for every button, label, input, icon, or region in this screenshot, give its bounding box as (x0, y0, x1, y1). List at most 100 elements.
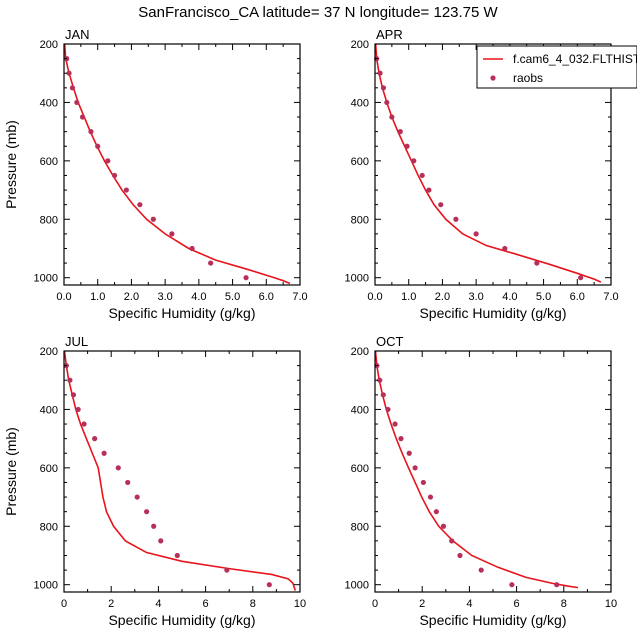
raobs-point (101, 450, 107, 456)
raobs-point (189, 245, 195, 252)
raobs-point (88, 129, 94, 135)
y-tick-label: 800 (40, 521, 58, 533)
raobs-point (69, 85, 76, 91)
x-tick-label: 2.0 (435, 291, 450, 303)
x-tick-label: 0 (372, 598, 378, 610)
raobs-point (150, 216, 156, 222)
x-axis-label: Specific Humidity (g/kg) (419, 305, 566, 321)
y-tick-label: 800 (40, 214, 58, 226)
raobs-point (457, 552, 463, 559)
model-line-oct (375, 351, 579, 589)
raobs-point (95, 143, 101, 149)
raobs-point (243, 275, 249, 281)
raobs-point (578, 275, 584, 281)
y-tick-label: 1000 (34, 580, 58, 592)
x-tick-label: 1.0 (90, 291, 105, 303)
x-tick-label: 2 (419, 598, 425, 610)
y-tick-label: 400 (40, 404, 58, 416)
y-tick-label: 400 (351, 404, 369, 416)
y-tick-label: 800 (351, 521, 369, 533)
legend-label-model: f.cam6_4_032.FLTHIST (513, 52, 637, 66)
y-tick-label: 200 (351, 346, 369, 358)
x-tick-label: 4 (155, 598, 161, 610)
legend-box (476, 45, 637, 89)
raobs-point (433, 509, 439, 515)
raobs-point (266, 582, 272, 588)
x-tick-label: 1.0 (401, 291, 416, 303)
x-axis-label: Specific Humidity (g/kg) (108, 612, 255, 628)
raobs-point (75, 406, 81, 413)
raobs-point (420, 479, 426, 486)
raobs-point (438, 202, 444, 208)
raobs-point (70, 392, 77, 398)
raobs-point (92, 436, 98, 442)
x-tick-label: 4.0 (191, 291, 206, 303)
panel-title: APR (376, 27, 403, 42)
raobs-point (158, 538, 164, 544)
raobs-point (502, 245, 508, 252)
y-tick-label: 400 (351, 97, 369, 109)
x-tick-label: 10 (605, 598, 617, 610)
y-axis-label: Pressure (mb) (3, 120, 19, 209)
raobs-point (534, 260, 540, 266)
raobs-point (137, 202, 143, 208)
panel-title: OCT (376, 334, 404, 349)
raobs-point (453, 216, 459, 222)
x-tick-label: 5.0 (536, 291, 551, 303)
model-line-jan (64, 44, 291, 285)
y-axis-label: Pressure (mb) (3, 427, 19, 516)
x-tick-label: 0.0 (367, 291, 382, 303)
raobs-point (115, 465, 121, 471)
y-tick-label: 1000 (345, 273, 369, 285)
raobs-point (411, 158, 417, 164)
y-tick-label: 600 (351, 156, 369, 168)
panel-title: JUL (65, 334, 88, 349)
y-tick-label: 1000 (34, 273, 58, 285)
raobs-point (384, 99, 390, 106)
figure-title: SanFrancisco_CA latitude= 37 N longitude… (138, 4, 498, 21)
x-tick-label: 7.0 (603, 291, 618, 303)
x-tick-label: 0.0 (56, 291, 71, 303)
panel-apr: 200 400 600 800 1000 0.0 1.0 2.0 3.0 4.0 5.0 6.0 7.0… (345, 27, 619, 321)
raobs-point (208, 260, 214, 266)
raobs-point (412, 465, 418, 471)
legend-marker-swatch (490, 75, 496, 81)
raobs-point (509, 582, 515, 588)
x-axis-label: Specific Humidity (g/kg) (419, 612, 566, 628)
x-tick-label: 6 (514, 598, 520, 610)
raobs-point (111, 172, 118, 179)
x-tick-label: 2 (108, 598, 114, 610)
raobs-point (380, 85, 387, 91)
raobs-point (174, 552, 180, 559)
raobs-point (554, 582, 560, 588)
model-line-jul (64, 351, 297, 591)
raobs-point (81, 421, 87, 427)
raobs-point (105, 158, 111, 164)
raobs-point (67, 377, 73, 383)
raobs-point (377, 70, 383, 76)
x-tick-label: 7.0 (292, 291, 307, 303)
raobs-point (406, 450, 412, 456)
y-tick-label: 600 (351, 463, 369, 475)
panel-title: JAN (65, 27, 90, 42)
raobs-point (144, 509, 150, 515)
raobs-point (380, 392, 386, 398)
panel-jan: 200 400 600 800 1000 0.0 1.0 2.0 3.0 4.0 5.0 6.0 7.0… (3, 27, 308, 321)
x-tick-label: 2.0 (124, 291, 139, 303)
y-tick-label: 200 (40, 39, 58, 51)
x-tick-label: 8 (561, 598, 567, 610)
raobs-point (377, 377, 383, 383)
raobs-point (397, 129, 403, 135)
y-tick-label: 200 (40, 346, 58, 358)
raobs-point (66, 70, 72, 76)
raobs-point (419, 172, 425, 179)
y-tick-label: 1000 (345, 580, 369, 592)
raobs-point (427, 494, 434, 500)
x-axis-label: Specific Humidity (g/kg) (108, 305, 255, 321)
legend-label-raobs: raobs (513, 71, 543, 85)
raobs-point (473, 231, 479, 237)
x-tick-label: 10 (294, 598, 306, 610)
